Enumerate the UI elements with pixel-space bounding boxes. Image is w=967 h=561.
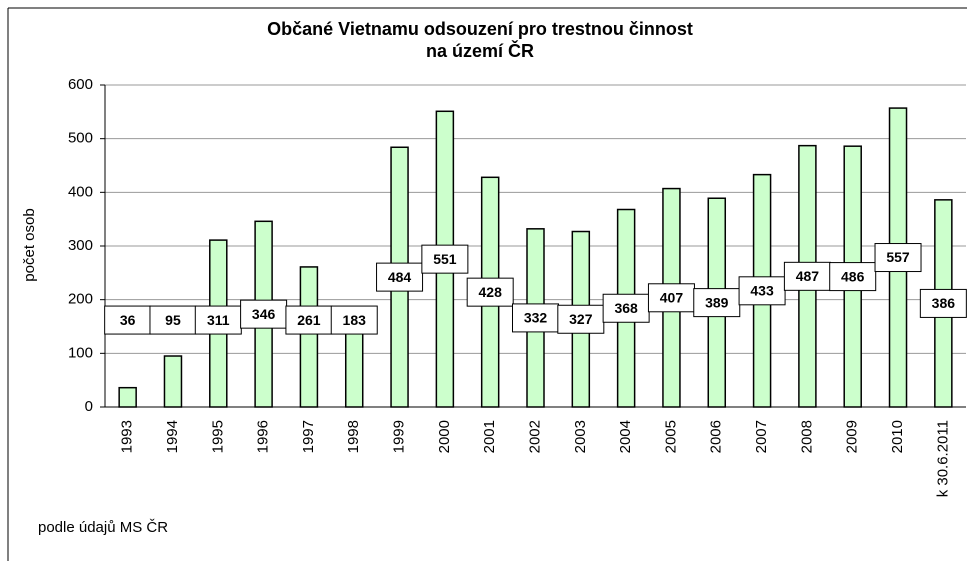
data-label-box bbox=[376, 262, 424, 292]
chart-title: na území ČR bbox=[426, 40, 534, 61]
data-label-box bbox=[829, 262, 877, 292]
x-tick-label: 1995 bbox=[209, 420, 226, 453]
chart-title: Občané Vietnamu odsouzení pro trestnou č… bbox=[267, 19, 693, 39]
y-axis-label: počet osob bbox=[21, 208, 38, 281]
bar bbox=[163, 355, 183, 408]
data-label: 484 bbox=[388, 269, 412, 285]
x-tick-label: 2009 bbox=[844, 420, 861, 453]
data-label: 487 bbox=[796, 268, 820, 284]
data-label: 261 bbox=[297, 312, 321, 328]
y-tick-label: 600 bbox=[68, 76, 93, 93]
x-tick-label: 2001 bbox=[481, 420, 498, 453]
data-label: 557 bbox=[886, 249, 910, 265]
data-label-box bbox=[919, 288, 967, 318]
data-label: 95 bbox=[165, 312, 181, 328]
data-label-box bbox=[647, 283, 695, 313]
data-label-box bbox=[194, 305, 242, 335]
x-tick-label: 2007 bbox=[753, 420, 770, 453]
data-label-box bbox=[330, 305, 378, 335]
y-tick-label: 400 bbox=[68, 183, 93, 200]
data-label: 389 bbox=[705, 294, 729, 310]
data-label: 428 bbox=[479, 284, 503, 300]
data-label: 386 bbox=[932, 295, 956, 311]
data-label-box bbox=[738, 276, 786, 306]
x-tick-label: 1994 bbox=[164, 420, 181, 453]
y-tick-label: 500 bbox=[68, 130, 93, 147]
data-label: 486 bbox=[841, 268, 865, 284]
x-tick-label: 2005 bbox=[662, 420, 679, 453]
x-tick-label: 2004 bbox=[617, 420, 634, 453]
data-label: 327 bbox=[569, 311, 593, 327]
data-label-box bbox=[512, 303, 559, 333]
data-label: 407 bbox=[660, 289, 684, 305]
x-tick-label: 2010 bbox=[889, 420, 906, 453]
x-tick-label: 2000 bbox=[436, 420, 453, 453]
x-tick-label: 1998 bbox=[345, 420, 362, 453]
data-label: 346 bbox=[252, 306, 276, 322]
data-label: 183 bbox=[343, 312, 367, 328]
y-tick-label: 200 bbox=[68, 291, 93, 308]
data-label-box bbox=[602, 293, 650, 323]
x-tick-label: 1996 bbox=[255, 420, 272, 453]
y-tick-label: 0 bbox=[85, 398, 93, 415]
x-tick-label: 1997 bbox=[300, 420, 317, 453]
data-label-box bbox=[421, 244, 469, 274]
data-label-box bbox=[693, 288, 741, 318]
data-label-box bbox=[557, 304, 605, 334]
x-tick-label: 2006 bbox=[708, 420, 725, 453]
data-label-box bbox=[874, 243, 922, 273]
bar bbox=[299, 266, 319, 408]
data-label: 332 bbox=[524, 310, 548, 326]
x-tick-label: k 30.6.2011 bbox=[934, 420, 951, 497]
data-label-box bbox=[240, 299, 288, 329]
data-label: 311 bbox=[207, 312, 230, 328]
source-note: podle údajů MS ČR bbox=[38, 519, 168, 536]
data-label: 368 bbox=[614, 300, 638, 316]
x-tick-label: 2003 bbox=[572, 420, 589, 453]
data-label-box bbox=[466, 277, 514, 307]
data-label: 36 bbox=[120, 312, 136, 328]
bar bbox=[118, 386, 137, 408]
x-tick-label: 2008 bbox=[798, 420, 815, 453]
y-tick-label: 300 bbox=[68, 237, 93, 254]
x-tick-label: 1993 bbox=[119, 420, 136, 453]
data-label: 551 bbox=[433, 251, 457, 267]
x-tick-label: 2002 bbox=[526, 420, 543, 453]
y-tick-label: 100 bbox=[68, 344, 93, 361]
data-label: 433 bbox=[750, 283, 774, 299]
x-tick-label: 1999 bbox=[391, 420, 408, 453]
